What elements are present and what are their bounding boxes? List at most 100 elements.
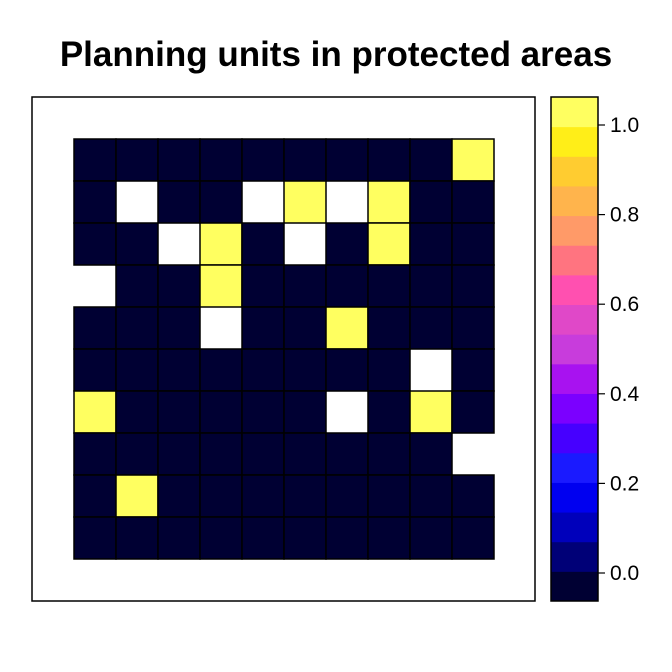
heatmap-cell	[157, 180, 201, 224]
heatmap-cell	[325, 306, 369, 350]
heatmap-cell	[409, 180, 453, 224]
heatmap-cell	[283, 306, 327, 350]
heatmap-cell	[367, 306, 411, 350]
heatmap-cell	[241, 138, 285, 182]
heatmap-cell	[241, 474, 285, 518]
heatmap-cell	[409, 390, 453, 434]
heatmap-cell	[451, 306, 495, 350]
heatmap-cell	[367, 474, 411, 518]
heatmap-cell	[367, 390, 411, 434]
heatmap-cell	[409, 432, 453, 476]
legend-tick-label: 0.0	[610, 562, 639, 585]
chart-title: Planning units in protected areas	[60, 35, 612, 74]
heatmap-cell	[241, 432, 285, 476]
heatmap-cell	[241, 264, 285, 308]
heatmap-cell	[283, 264, 327, 308]
legend-swatch	[551, 215, 598, 246]
heatmap-cell	[367, 180, 411, 224]
heatmap-cell	[409, 222, 453, 266]
legend-swatch	[551, 274, 598, 306]
heatmap-cell	[409, 474, 453, 518]
legend-swatch	[551, 245, 598, 276]
heatmap-cell	[409, 516, 453, 560]
heatmap-cell	[73, 348, 117, 392]
heatmap-cell	[115, 264, 159, 308]
heatmap-cell	[451, 180, 495, 224]
heatmap-cell	[115, 432, 159, 476]
heatmap-cell	[73, 516, 117, 560]
heatmap-cell	[73, 138, 117, 182]
heatmap-cell	[367, 432, 411, 476]
heatmap-cell	[283, 432, 327, 476]
heatmap-cell	[283, 516, 327, 560]
legend-swatch	[551, 512, 598, 543]
heatmap-cell	[325, 348, 369, 392]
heatmap-cell	[241, 516, 285, 560]
legend-swatch	[551, 482, 598, 513]
legend-tick-label: 0.6	[610, 293, 639, 316]
heatmap-cell	[199, 474, 243, 518]
heatmap-cell	[451, 474, 495, 518]
heatmap-cell	[199, 348, 243, 392]
heatmap-cell	[115, 138, 159, 182]
heatmap-cell	[241, 348, 285, 392]
heatmap-cells	[73, 138, 495, 560]
heatmap-cell	[157, 138, 201, 182]
heatmap-cell	[115, 516, 159, 560]
legend-swatch	[551, 126, 598, 157]
heatmap-cell	[241, 306, 285, 350]
heatmap-cell	[73, 222, 117, 266]
legend-tick-label: 0.4	[610, 383, 640, 406]
heatmap-cell	[199, 516, 243, 560]
heatmap-cell	[451, 390, 495, 434]
legend-swatch	[551, 423, 598, 454]
legend-swatch	[551, 452, 598, 483]
heatmap-cell	[367, 222, 411, 266]
heatmap-cell	[325, 474, 369, 518]
legend-swatch	[551, 97, 598, 128]
heatmap-cell	[115, 348, 159, 392]
color-legend: 0.0 0.2 0.4 0.6 0.8 1.0	[550, 96, 640, 602]
heatmap-cell	[115, 390, 159, 434]
heatmap-cell	[157, 516, 201, 560]
legend-swatch	[551, 156, 598, 187]
heatmap-cell	[241, 390, 285, 434]
legend-tick-label: 0.8	[610, 204, 639, 227]
legend-swatch	[551, 363, 598, 394]
heatmap-cell	[115, 306, 159, 350]
heatmap-cell	[73, 432, 117, 476]
heatmap-cell	[409, 306, 453, 350]
heatmap-cell	[157, 432, 201, 476]
heatmap-cell	[73, 180, 117, 224]
heatmap-cell	[367, 264, 411, 308]
heatmap-cell	[451, 264, 495, 308]
heatmap-cell	[451, 138, 495, 182]
heatmap-cell	[409, 138, 453, 182]
heatmap-cell	[325, 432, 369, 476]
heatmap-cell	[241, 222, 285, 266]
heatmap-cell	[283, 138, 327, 182]
heatmap-cell	[325, 222, 369, 266]
heatmap-cell	[325, 138, 369, 182]
heatmap-cell	[199, 390, 243, 434]
legend-swatch	[551, 571, 598, 602]
heatmap-cell	[199, 138, 243, 182]
heatmap-cell	[73, 390, 117, 434]
heatmap-cell	[451, 516, 495, 560]
legend-swatch	[551, 304, 598, 335]
heatmap-cell	[115, 474, 159, 518]
legend-tick-label: 1.0	[610, 114, 639, 137]
heatmap-cell	[199, 180, 243, 224]
heatmap-cell	[73, 474, 117, 518]
heatmap-cell	[367, 138, 411, 182]
heatmap-cell	[283, 348, 327, 392]
heatmap-cell	[199, 222, 243, 266]
heatmap-cell	[367, 348, 411, 392]
heatmap-cell	[451, 348, 495, 392]
heatmap-cell	[451, 222, 495, 266]
heatmap-cell	[115, 222, 159, 266]
heatmap-cell	[157, 264, 201, 308]
legend-swatch	[551, 334, 598, 365]
heatmap-cell	[325, 516, 369, 560]
